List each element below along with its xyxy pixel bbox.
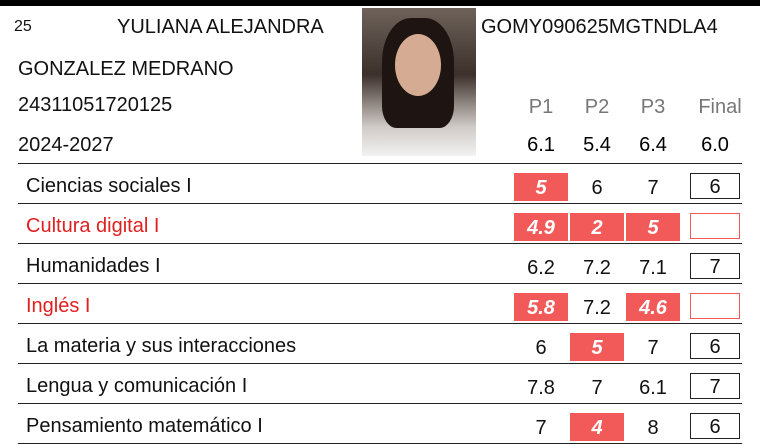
column-header: Final [690, 96, 750, 119]
generation: 2024-2027 [18, 134, 114, 157]
grade: 4.9 [514, 213, 568, 241]
grade: 7.2 [570, 293, 624, 321]
grade: 7.1 [626, 253, 680, 281]
grade-card: 25 YULIANA ALEJANDRA GONZALEZ MEDRANO 24… [0, 0, 760, 434]
column-header: P1 [511, 96, 571, 119]
average: 6.4 [626, 134, 680, 157]
grade: 5 [570, 333, 624, 361]
grade: 7 [570, 373, 624, 401]
row-divider [18, 243, 742, 244]
subject: Lengua y comunicación I [26, 375, 247, 398]
grade: 5 [514, 173, 568, 201]
final-grade: 6 [690, 413, 740, 439]
grade: 7 [626, 333, 680, 361]
row-divider [18, 163, 742, 164]
final-grade: 6 [690, 333, 740, 359]
student-id: 24311051720125 [18, 94, 172, 117]
row-divider [18, 363, 742, 364]
final-grade: 6 [690, 173, 740, 199]
grade: 5 [626, 213, 680, 241]
grade: 7 [514, 413, 568, 441]
top-bar [0, 0, 760, 6]
name-line: GONZALEZ MEDRANO [18, 58, 234, 81]
average: 6.1 [514, 134, 568, 157]
final-grade: 5 [690, 293, 740, 319]
grade: 7 [626, 173, 680, 201]
grade: 8 [626, 413, 680, 441]
subject: Cultura digital I [26, 215, 159, 238]
final-grade: 5 [690, 213, 740, 239]
average: 6.0 [688, 134, 742, 157]
subject: Ciencias sociales I [26, 175, 192, 198]
subject: Inglés I [26, 295, 90, 318]
name-line: YULIANA ALEJANDRA [117, 16, 324, 39]
row-divider [18, 283, 742, 284]
grade: 6.2 [514, 253, 568, 281]
grade: 6.1 [626, 373, 680, 401]
grade: 7.2 [570, 253, 624, 281]
grade: 7.8 [514, 373, 568, 401]
row-divider [18, 203, 742, 204]
grade: 5.8 [514, 293, 568, 321]
final-grade: 7 [690, 373, 740, 399]
curp: GOMY090625MGTNDLA4 [481, 16, 718, 39]
list-number: 25 [14, 18, 32, 36]
column-header: P3 [623, 96, 683, 119]
row-divider [18, 403, 742, 404]
grade: 4 [570, 413, 624, 441]
student-photo [362, 8, 476, 156]
average: 5.4 [570, 134, 624, 157]
grade: 6 [570, 173, 624, 201]
final-grade: 7 [690, 253, 740, 279]
row-divider [18, 323, 742, 324]
grade: 4.6 [626, 293, 680, 321]
column-header: P2 [567, 96, 627, 119]
grade: 2 [570, 213, 624, 241]
subject: La materia y sus interacciones [26, 335, 296, 358]
subject: Humanidades I [26, 255, 161, 278]
grade: 6 [514, 333, 568, 361]
subject: Pensamiento matemático I [26, 415, 263, 438]
